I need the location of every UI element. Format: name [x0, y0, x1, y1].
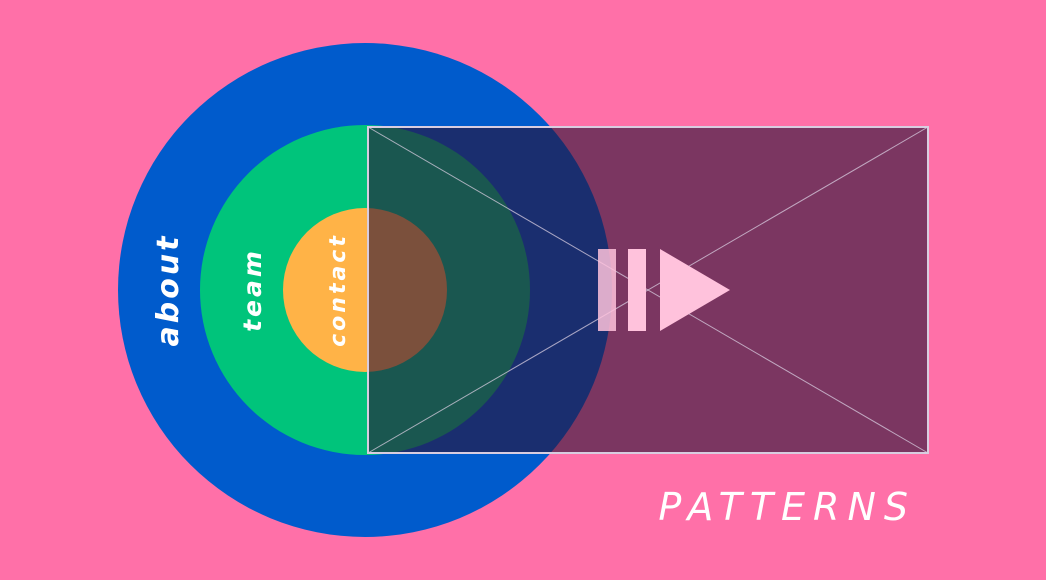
play-icon-bar-2	[628, 249, 646, 331]
play-icon-triangle	[660, 249, 730, 331]
about-label: about	[151, 233, 186, 346]
play-icon[interactable]	[598, 249, 730, 331]
play-icon-bar-1	[598, 249, 616, 331]
team-label: team	[238, 248, 267, 332]
contact-label: contact	[326, 233, 351, 347]
patterns-title: PATTERNS	[658, 485, 916, 529]
frame-diagonal-2	[367, 126, 929, 454]
video-placeholder[interactable]	[367, 126, 929, 454]
